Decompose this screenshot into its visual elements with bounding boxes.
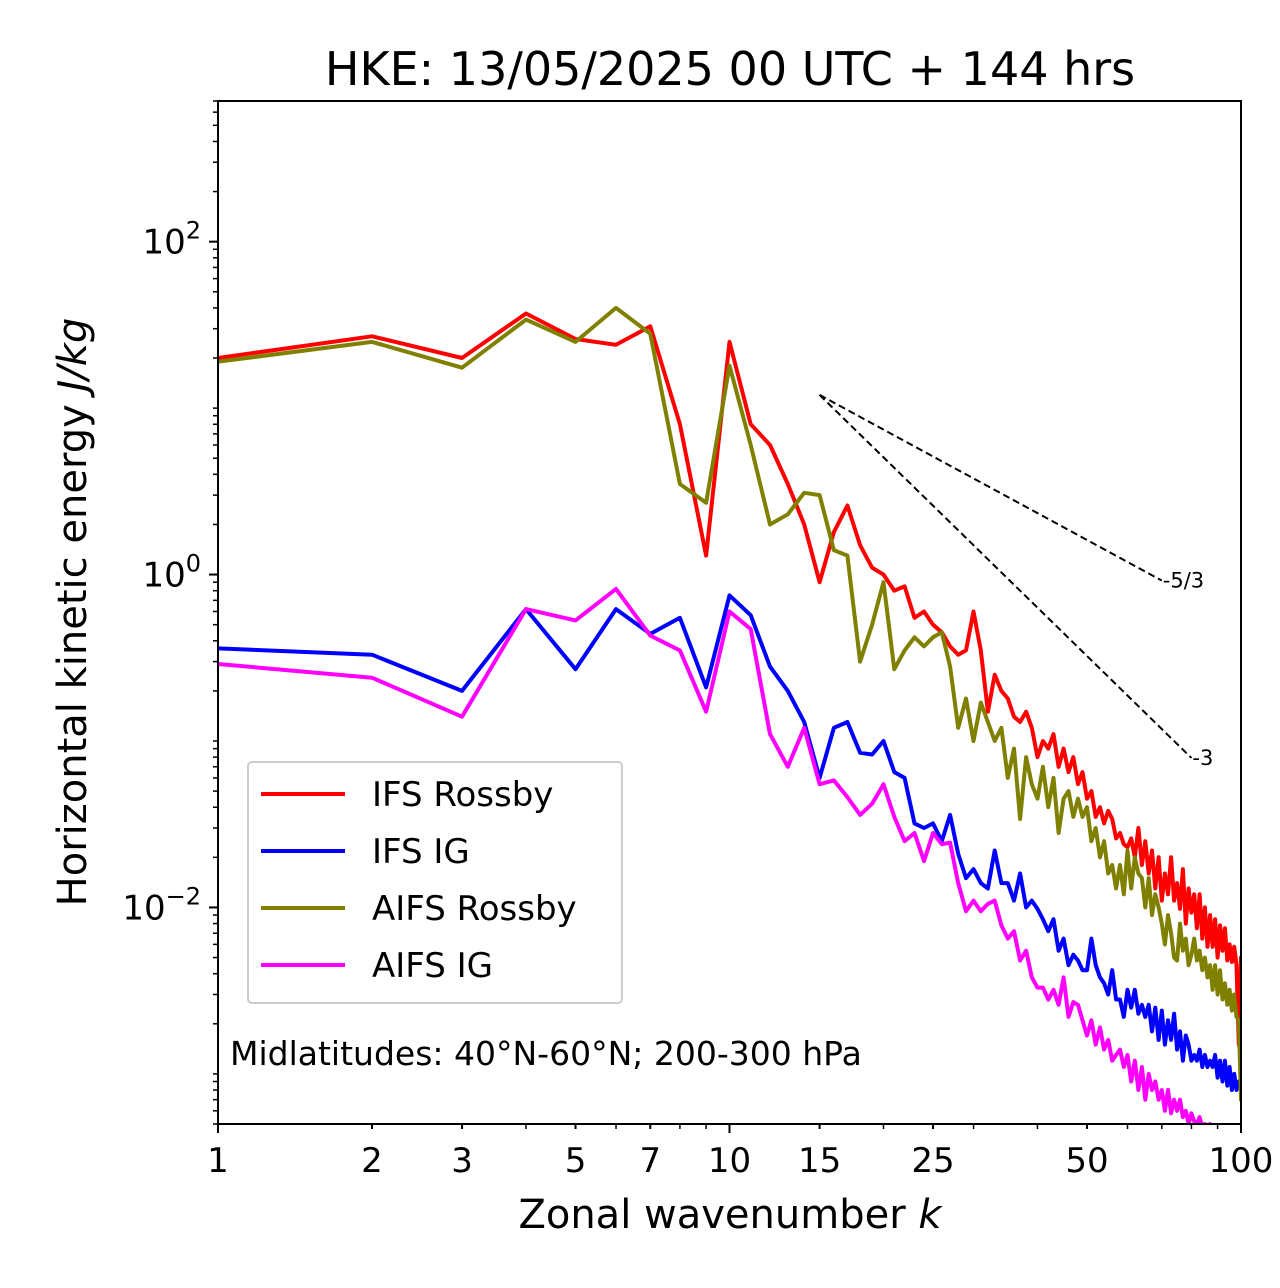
x-axis-label-text: Zonal wavenumber: [518, 1192, 906, 1238]
reference-line-slope-3: [818, 394, 1193, 759]
series-line-ifs-rossby: [218, 311, 1241, 1047]
reference-line-label: -5/3: [1163, 569, 1204, 593]
legend-frame: [247, 761, 623, 1004]
x-tick-label: 3: [451, 1141, 473, 1181]
series-line-ifs-ig: [218, 593, 1241, 1092]
region-annotation: Midlatitudes: 40°N-60°N; 200-300 hPa: [230, 1034, 862, 1073]
x-tick-label: 7: [639, 1141, 661, 1181]
legend-label-ifs-ig: IFS IG: [372, 832, 470, 872]
x-tick-label: 2: [361, 1141, 383, 1181]
series-line-aifs-rossby: [218, 305, 1241, 1102]
reference-line-slope-5-3: [819, 394, 1163, 582]
legend-label-ifs-rossby: IFS Rossby: [372, 775, 553, 815]
x-axis-label: Zonal wavenumber k: [518, 1192, 943, 1238]
x-tick-label: 100: [1209, 1141, 1274, 1181]
x-tick-label: 1: [207, 1141, 229, 1181]
reference-lines: [818, 394, 1193, 759]
legend: IFS Rossby IFS IG AIFS Rossby AIFS IG: [247, 761, 623, 1004]
axis-ticks: 1 2 3 5 7 10 15 25 50 100 102 100 10−2: [122, 100, 1274, 1181]
y-axis-label-text: Horizontal kinetic energy: [50, 404, 96, 906]
x-tick-label: 15: [798, 1141, 841, 1181]
legend-label-aifs-rossby: AIFS Rossby: [372, 889, 577, 929]
y-axis-label-unit: J/kg: [50, 318, 96, 399]
y-tick-label: 10−2: [122, 882, 201, 928]
series-layer: [218, 305, 1241, 1124]
y-axis-label: Horizontal kinetic energy J/kg: [50, 318, 96, 907]
chart-title: HKE: 13/05/2025 00 UTC + 144 hrs: [325, 42, 1135, 96]
x-tick-label: 10: [708, 1141, 751, 1181]
x-tick-label: 25: [911, 1141, 954, 1181]
x-axis-label-variable: k: [918, 1192, 943, 1238]
x-tick-label: 5: [565, 1141, 587, 1181]
y-tick-label: 100: [142, 550, 201, 596]
y-tick-label: 102: [142, 217, 201, 263]
reference-line-label: -3: [1192, 746, 1213, 770]
series-line-aifs-ig: [218, 586, 1213, 1124]
x-tick-label: 50: [1065, 1141, 1108, 1181]
legend-label-aifs-ig: AIFS IG: [372, 946, 493, 986]
